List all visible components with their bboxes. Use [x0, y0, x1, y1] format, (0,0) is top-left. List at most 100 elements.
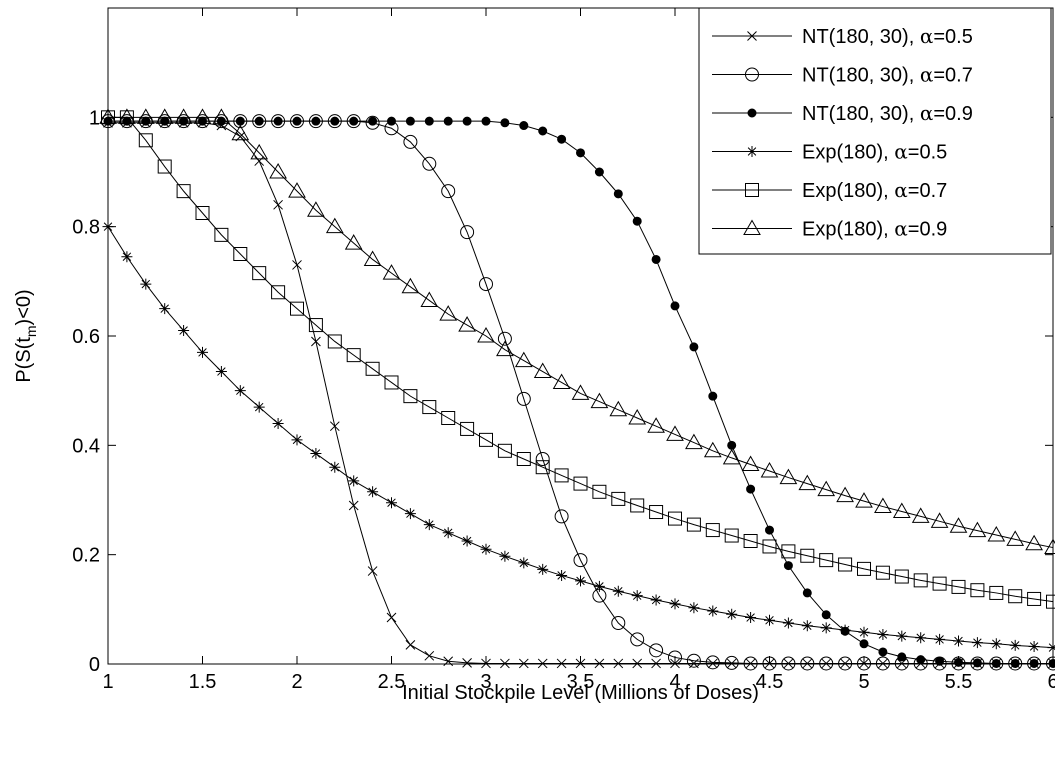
data-point: [990, 638, 1002, 650]
data-point: [971, 637, 983, 649]
legend-item: NT(180, 30), α=0.7: [712, 63, 973, 87]
data-point: [746, 146, 758, 157]
legend-label: Exp(180), α=0.5: [802, 140, 947, 164]
data-point: [1028, 641, 1040, 653]
data-point: [613, 189, 623, 199]
data-point: [798, 474, 817, 491]
data-point: [611, 616, 626, 630]
data-point: [516, 452, 531, 466]
data-point: [500, 658, 510, 669]
data-point: [649, 505, 664, 520]
data-point: [140, 278, 152, 290]
x-tick-label: 3: [480, 671, 491, 693]
data-point: [387, 116, 396, 126]
data-point: [197, 346, 208, 358]
data-point: [367, 566, 378, 576]
data-point: [747, 31, 757, 41]
data-point: [422, 156, 437, 171]
data-point: [726, 658, 737, 669]
data-point: [118, 108, 136, 124]
data-point: [894, 569, 909, 584]
data-point: [972, 658, 982, 668]
data-point: [272, 417, 284, 429]
data-point: [915, 632, 927, 644]
x-tick-label: 3.5: [567, 671, 595, 693]
data-point: [576, 148, 585, 158]
data-point: [707, 658, 718, 669]
data-point: [269, 162, 287, 179]
legend-label: NT(180, 30), α=0.9: [802, 101, 973, 125]
data-point: [554, 509, 569, 524]
data-point: [516, 391, 531, 406]
data-point: [727, 440, 737, 450]
data-point: [762, 539, 777, 554]
data-point: [935, 656, 945, 666]
data-point: [214, 227, 229, 242]
data-point: [632, 658, 643, 669]
data-point: [1047, 642, 1055, 654]
data-point: [441, 411, 456, 425]
data-point: [310, 448, 322, 460]
data-point: [632, 216, 642, 226]
data-point: [686, 653, 701, 668]
data-point: [819, 656, 834, 671]
data-point: [533, 362, 552, 379]
data-point: [991, 658, 1001, 668]
y-tick-label: 1: [89, 107, 100, 129]
data-point: [878, 647, 888, 657]
data-point: [479, 432, 493, 447]
data-point: [346, 348, 361, 363]
data-point: [552, 373, 571, 389]
y-label-tail: )<0): [13, 289, 35, 325]
data-point: [497, 443, 512, 458]
data-point: [911, 507, 930, 523]
y-axis-label: P(S(tm)<0): [13, 289, 39, 382]
data-point: [292, 116, 302, 126]
data-point: [234, 385, 246, 397]
data-point: [382, 264, 401, 280]
data-point: [631, 590, 643, 602]
data-point: [781, 544, 796, 559]
y-tick-label: 0.6: [72, 326, 100, 348]
data-point: [836, 486, 854, 503]
data-point: [628, 408, 647, 425]
data-point: [571, 384, 590, 400]
data-point: [1006, 530, 1025, 546]
data-point: [743, 534, 758, 548]
data-point: [235, 116, 245, 126]
data-point: [688, 602, 700, 614]
data-point: [819, 553, 834, 568]
data-point: [460, 225, 475, 240]
y-label-subscript: m: [23, 325, 39, 337]
data-point: [420, 291, 439, 307]
y-tick-label: 0: [89, 654, 100, 676]
data-point: [760, 462, 779, 478]
data-point: [765, 525, 774, 535]
data-point: [155, 108, 174, 124]
data-point: [479, 277, 493, 292]
data-point: [800, 548, 815, 563]
data-point: [496, 340, 514, 357]
data-point: [556, 569, 568, 581]
data-point: [611, 491, 626, 506]
data-point: [537, 658, 548, 669]
data-point: [892, 502, 911, 518]
y-tick-label: 0.8: [72, 217, 100, 239]
data-point: [724, 655, 739, 670]
y-tick-label: 0.4: [72, 435, 100, 457]
data-point: [609, 400, 628, 417]
legend-item: Exp(180), α=0.5: [712, 140, 947, 164]
legend-item: Exp(180), α=0.7: [712, 178, 947, 202]
legend-label: NT(180, 30), α=0.5: [802, 24, 973, 48]
data-point: [817, 480, 836, 497]
data-point: [705, 523, 720, 538]
plot-area: [99, 108, 1055, 671]
data-point: [953, 635, 964, 647]
y-label-main: P(S(t: [13, 337, 35, 383]
data-point: [518, 658, 529, 669]
data-point: [745, 612, 757, 624]
data-point: [424, 116, 434, 126]
data-point: [746, 484, 756, 494]
data-point: [514, 351, 533, 368]
data-point: [368, 116, 378, 126]
